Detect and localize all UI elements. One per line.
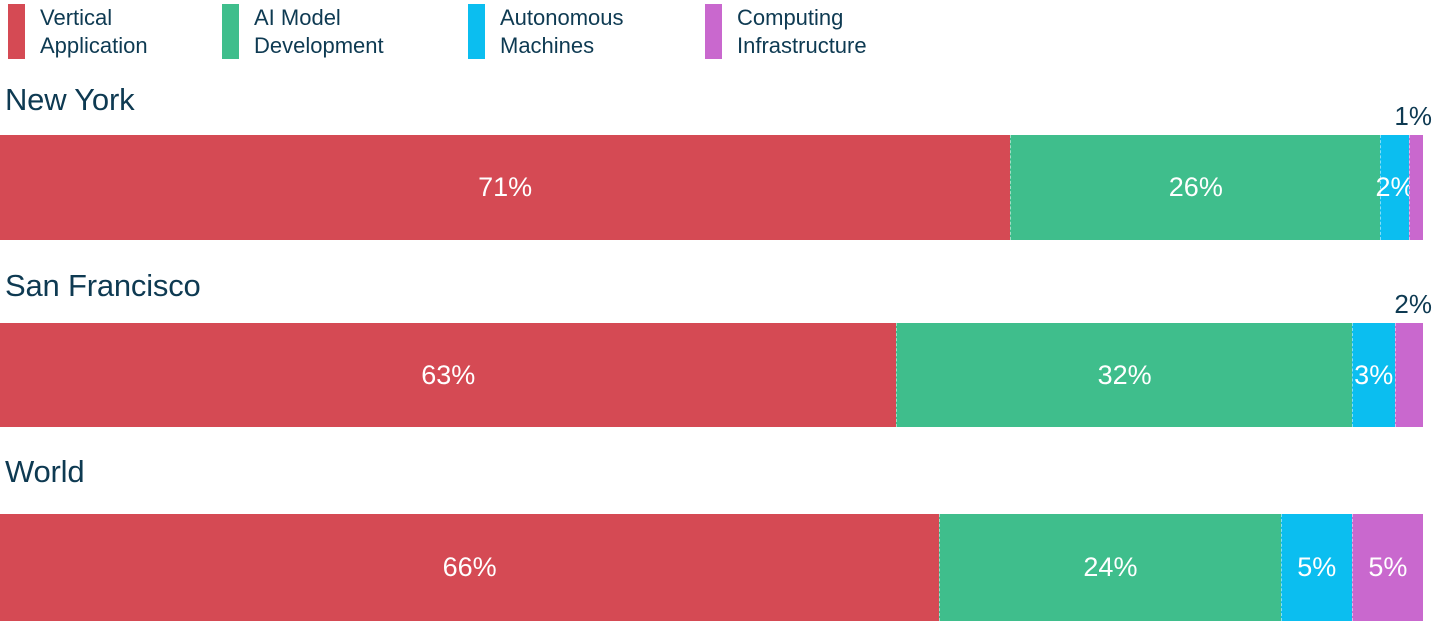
segment-value-label: 32% [1097, 359, 1152, 390]
stacked-bar: 63% 32% 3% [0, 323, 1423, 427]
bar-segment: 5% [1280, 514, 1352, 621]
legend-label: AI Model Development [254, 5, 384, 58]
bar-segment: 26% [1010, 135, 1381, 240]
segment-value-label: 3% [1354, 359, 1394, 390]
bar-segment: 66% [0, 514, 940, 621]
segment-value-label: 5% [1368, 552, 1408, 582]
legend-swatch-autonomous-machines [468, 4, 485, 59]
bar-segment: 32% [896, 323, 1352, 427]
segment-value-label: 63% [421, 359, 476, 390]
bar-segment: 71% [0, 135, 1011, 240]
bar-segment: 2% [1376, 135, 1415, 240]
legend-label: Computing Infrastructure [737, 5, 867, 58]
segment-value-label: 5% [1297, 552, 1337, 582]
above-bar-value-label: 1% [1394, 101, 1432, 131]
segment-value-label: 71% [478, 172, 533, 202]
legend-swatch-vertical-application [8, 4, 25, 59]
segment-value-label: 2% [1375, 172, 1415, 202]
legend-item-ai-model-development: AI Model Development [222, 4, 432, 60]
stacked-bar: 66% 24% 5% 5% [0, 514, 1423, 621]
row-title: World [5, 454, 85, 489]
bar-segment: 5% [1351, 514, 1423, 621]
legend-item-computing-infrastructure: Computing Infrastructure [705, 4, 915, 60]
legend-item-vertical-application: Vertical Application [8, 4, 218, 60]
bar-segment [1408, 135, 1423, 240]
legend-item-autonomous-machines: Autonomous Machines [468, 4, 678, 60]
bar-segment: 24% [939, 514, 1281, 621]
row-title: San Francisco [5, 268, 201, 303]
legend-swatch-computing-infrastructure [705, 4, 722, 59]
above-bar-value-label: 2% [1394, 289, 1432, 319]
bar-segment: 3% [1351, 323, 1395, 427]
bar-segment: 63% [0, 323, 897, 427]
segment-value-label: 24% [1083, 552, 1138, 582]
row-title: New York [5, 82, 135, 117]
stacked-bar: 71% 26% 2% [0, 135, 1423, 240]
legend-label: Vertical Application [40, 5, 148, 58]
segment-value-label: 66% [442, 552, 497, 582]
legend-label: Autonomous Machines [500, 5, 624, 58]
bar-segment [1394, 323, 1423, 427]
segment-value-label: 26% [1168, 172, 1223, 202]
legend-swatch-ai-model-development [222, 4, 239, 59]
